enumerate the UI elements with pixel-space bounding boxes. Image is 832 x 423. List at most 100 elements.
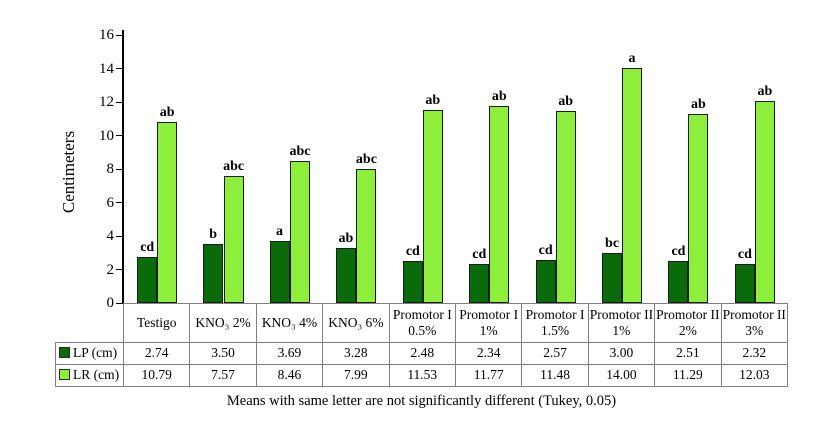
value-cell: 12.03	[720, 364, 789, 387]
value-cell: 11.53	[388, 364, 456, 387]
bar-column: ab abc	[323, 35, 389, 303]
legend-cell: LR (cm)	[55, 364, 124, 387]
value-cell: 2.32	[720, 342, 789, 365]
lr-bar	[489, 106, 510, 303]
plot-area: cd ab b abc a abc ab abc cd ab cd ab cd ab bc a cd ab cd ab	[124, 35, 788, 303]
y-tick-label: 8	[106, 161, 115, 177]
significance-letter: ab	[757, 84, 773, 99]
lp-bar-group: cd	[734, 247, 755, 303]
table-value-row: LR (cm) 10.79 7.57 8.46 7.99 11.53 11.77 11.48 1…	[55, 364, 789, 387]
value-cell: 2.74	[122, 342, 191, 365]
lp-bar-group: b	[203, 227, 224, 303]
lr-bar-group: ab	[489, 89, 510, 303]
value-cell: 7.99	[322, 364, 390, 387]
lp-bar-group: ab	[335, 231, 356, 303]
lp-bar	[668, 261, 689, 303]
significance-letter: cd	[737, 247, 752, 262]
lr-bar-group: ab	[422, 93, 443, 303]
lr-bar	[754, 101, 775, 303]
lp-bar-group: cd	[137, 240, 158, 303]
significance-letter: abc	[289, 144, 311, 159]
significance-letter: cd	[405, 244, 420, 259]
significance-letter: bc	[605, 236, 620, 251]
significance-letter: ab	[558, 94, 574, 109]
lr-bar	[157, 122, 178, 303]
y-tick-mark	[116, 168, 123, 170]
significance-letter: cd	[472, 247, 487, 262]
lp-bar	[203, 244, 224, 303]
bar-column: cd ab	[390, 35, 456, 303]
significance-letter: cd	[538, 243, 553, 258]
lr-bar-group: ab	[157, 105, 178, 303]
significance-letter: ab	[491, 89, 507, 104]
value-cell: 3.00	[587, 342, 656, 365]
lr-bar	[356, 169, 377, 303]
category-header-cell: Promotor II 1%	[587, 303, 656, 343]
value-cell: 3.69	[255, 342, 324, 365]
lp-bar	[734, 264, 755, 303]
y-tick-mark	[116, 302, 123, 304]
lp-bar-group: cd	[535, 243, 556, 303]
lr-bar-group: a	[622, 51, 643, 303]
value-cell: 3.28	[322, 342, 390, 365]
data-table: Testigo KNO₃ 2% KNO₃ 4% KNO₃ 6% Promotor I 0…	[55, 303, 789, 387]
y-tick-label: 10	[99, 127, 114, 144]
value-cell: 2.51	[654, 342, 722, 365]
table-header-row: Testigo KNO₃ 2% KNO₃ 4% KNO₃ 6% Promotor I 0…	[56, 303, 789, 343]
lr-bar	[223, 176, 244, 303]
significance-letter: ab	[425, 93, 441, 108]
bar-column: cd ab	[124, 35, 190, 303]
significance-letter: abc	[355, 152, 377, 167]
lp-bar-group: cd	[469, 247, 490, 303]
bar-column: cd ab	[722, 35, 788, 303]
y-tick-mark	[116, 34, 123, 36]
lr-bar-group: abc	[223, 159, 244, 303]
y-axis-line	[122, 30, 124, 303]
significance-letter: a	[276, 224, 284, 239]
significance-letter: ab	[691, 97, 706, 112]
value-cell: 2.48	[388, 342, 456, 365]
value-cell: 11.29	[654, 364, 722, 387]
lr-legend-swatch	[59, 369, 70, 381]
lp-bar-group: a	[269, 224, 290, 303]
category-header-cell: Promotor II 2%	[654, 303, 722, 343]
category-header-cell: KNO₃ 6%	[322, 303, 390, 343]
legend-cell: LP (cm)	[55, 342, 124, 365]
value-cell: 7.57	[189, 364, 257, 387]
lp-bar	[269, 241, 290, 303]
lp-bar-group: bc	[602, 236, 623, 303]
bar-column: cd ab	[522, 35, 588, 303]
significance-letter: cd	[140, 240, 155, 255]
lp-bar	[335, 248, 356, 303]
lp-bar	[469, 264, 490, 303]
bar-column: b abc	[190, 35, 256, 303]
lr-bar-group: abc	[290, 144, 311, 303]
lp-bar-group: cd	[668, 244, 689, 303]
significance-letter: abc	[223, 159, 245, 174]
category-header-cell: Promotor I 0.5%	[388, 303, 456, 343]
category-header-cell: Promotor I 1.5%	[521, 303, 589, 343]
significance-letter: ab	[159, 105, 175, 120]
y-tick-label: 12	[99, 94, 114, 110]
y-tick-label: 0	[106, 295, 115, 311]
series-name-label: LR (cm)	[73, 367, 120, 383]
significance-letter: a	[628, 51, 636, 66]
value-cell: 11.77	[454, 364, 523, 387]
bar-column: cd ab	[456, 35, 522, 303]
value-cell: 11.48	[521, 364, 589, 387]
y-tick-label: 2	[106, 261, 115, 278]
footer-note: Means with same letter are not significa…	[226, 393, 617, 409]
category-header-cell: Testigo	[122, 303, 191, 343]
y-tick-mark	[116, 135, 123, 136]
category-header-cell: KNO₃ 2%	[189, 303, 257, 343]
y-tick-mark	[116, 202, 123, 203]
y-tick-mark	[116, 68, 123, 69]
lp-bar	[137, 257, 158, 303]
lr-bar	[555, 111, 576, 303]
significance-letter: b	[209, 227, 217, 242]
y-tick-label: 6	[106, 194, 115, 211]
bar-column: bc a	[589, 35, 655, 303]
value-cell: 14.00	[587, 364, 656, 387]
category-header-cell: KNO₃ 4%	[255, 303, 324, 343]
